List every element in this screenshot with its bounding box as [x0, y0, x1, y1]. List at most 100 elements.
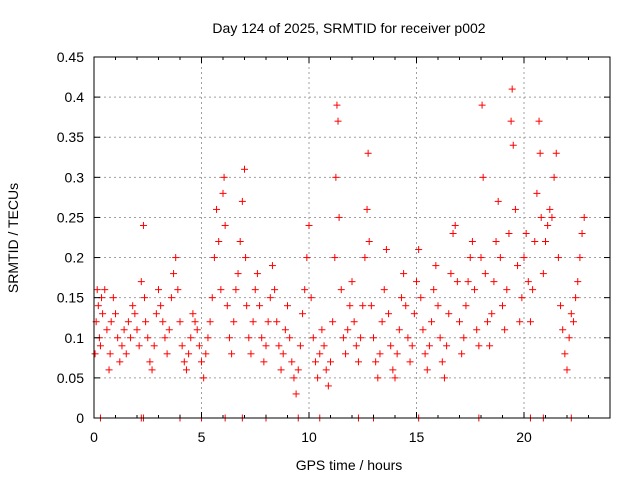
data-point	[451, 221, 459, 229]
data-point	[507, 117, 515, 125]
data-point	[159, 318, 167, 326]
data-point	[303, 254, 311, 262]
y-tick-label: 0.3	[65, 169, 85, 185]
data-point	[533, 189, 541, 197]
chart-title: Day 124 of 2025, SRMTID for receiver p00…	[212, 20, 485, 36]
data-point	[453, 278, 461, 286]
data-point	[492, 238, 500, 246]
data-point	[365, 238, 373, 246]
data-point	[137, 278, 145, 286]
data-point	[284, 302, 291, 310]
data-point	[569, 318, 577, 326]
data-point	[271, 286, 279, 294]
data-point	[576, 254, 584, 262]
data-point	[494, 197, 502, 205]
data-point	[318, 326, 326, 334]
data-point	[174, 286, 182, 294]
x-axis-ticks: 0 5 10 15 20	[90, 57, 589, 445]
data-point	[443, 342, 451, 350]
data-point	[286, 334, 294, 342]
data-point	[279, 350, 287, 358]
data-point	[404, 334, 412, 342]
data-point	[198, 358, 205, 366]
data-point	[225, 334, 233, 342]
data-point	[574, 278, 582, 286]
data-point	[337, 286, 345, 294]
data-point	[210, 254, 218, 262]
data-point	[150, 342, 158, 350]
data-point	[208, 294, 216, 302]
data-point	[370, 334, 377, 342]
data-point	[445, 310, 453, 318]
data-point	[299, 310, 307, 318]
data-point	[172, 254, 180, 262]
data-points	[91, 85, 588, 422]
data-point	[539, 270, 547, 278]
data-point	[432, 262, 440, 270]
data-point	[496, 254, 504, 262]
data-point	[133, 326, 141, 334]
data-point	[447, 270, 455, 278]
data-point	[124, 318, 132, 326]
data-point	[107, 318, 115, 326]
data-point	[531, 238, 539, 246]
data-point	[157, 302, 165, 310]
data-point	[529, 286, 537, 294]
data-point	[185, 350, 193, 358]
data-point	[311, 358, 319, 366]
data-point	[141, 294, 149, 302]
data-point	[236, 238, 244, 246]
data-point	[307, 294, 315, 302]
x-tick-label: 15	[409, 429, 425, 445]
data-point	[406, 358, 414, 366]
y-tick-label: 0.45	[57, 49, 84, 65]
data-point	[348, 278, 356, 286]
data-point	[322, 366, 330, 374]
data-point	[520, 254, 528, 262]
data-point	[215, 238, 223, 246]
data-point	[301, 286, 309, 294]
data-point	[200, 374, 208, 382]
y-tick-label: 0.05	[57, 370, 84, 386]
data-point	[471, 286, 479, 294]
data-point	[514, 262, 522, 270]
data-point	[217, 286, 225, 294]
data-point	[342, 350, 350, 358]
data-point	[466, 254, 474, 262]
data-point	[262, 342, 270, 350]
data-point	[109, 294, 117, 302]
data-point	[462, 302, 470, 310]
data-point	[314, 374, 322, 382]
data-point	[478, 101, 486, 109]
data-point	[536, 149, 544, 157]
data-point	[106, 350, 114, 358]
data-point	[503, 286, 511, 294]
data-point	[516, 318, 524, 326]
data-point	[363, 205, 371, 213]
data-point	[251, 286, 259, 294]
data-point	[129, 302, 137, 310]
data-point	[468, 238, 476, 246]
data-point	[122, 350, 130, 358]
data-point	[275, 342, 283, 350]
data-point	[561, 350, 569, 358]
data-point	[417, 294, 425, 302]
data-point	[501, 326, 509, 334]
data-point	[273, 318, 281, 326]
data-point	[163, 350, 171, 358]
data-point	[253, 270, 261, 278]
data-point	[260, 358, 268, 366]
data-point	[144, 334, 152, 342]
data-point	[350, 318, 358, 326]
data-point	[324, 382, 332, 390]
data-point	[400, 270, 408, 278]
y-tick-label: 0.25	[57, 209, 84, 225]
data-point	[243, 302, 251, 310]
data-point	[187, 334, 195, 342]
data-point	[436, 334, 444, 342]
data-point	[93, 286, 101, 294]
data-point	[378, 318, 386, 326]
data-point	[213, 205, 221, 213]
data-point	[389, 366, 397, 374]
data-point	[481, 270, 489, 278]
